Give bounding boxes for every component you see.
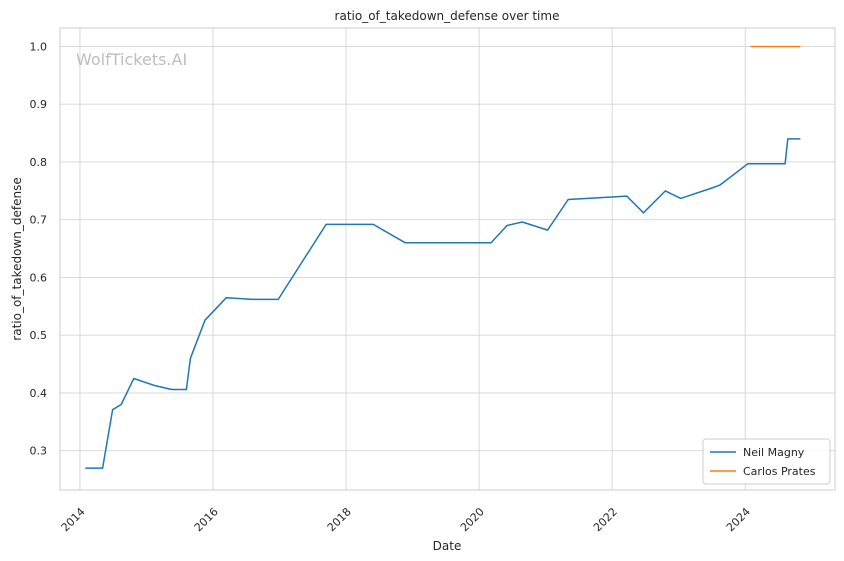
y-tick-label: 0.9 [30,98,48,111]
plot-area [59,27,836,491]
x-tick-labels: 2014 2016 2018 2020 2022 2024 [59,505,753,534]
y-tick-label: 0.3 [30,445,48,458]
grid-lines [60,28,835,490]
y-axis-label: ratio_of_takedown_defense [10,177,24,340]
x-tick-label: 2022 [591,505,620,534]
x-tick-label: 2024 [724,505,753,534]
legend: Neil Magny Carlos Prates [702,438,831,485]
legend-label-carlos-prates: Carlos Prates [743,465,816,478]
series-line-neil-magny [85,138,801,469]
x-tick-label: 2018 [325,505,354,534]
y-tick-label: 0.4 [30,387,48,400]
legend-label-neil-magny: Neil Magny [743,446,805,459]
y-tick-label: 0.6 [30,271,48,284]
y-tick-labels: 0.3 0.4 0.5 0.6 0.7 0.8 0.9 1.0 [30,40,48,457]
chart-title: ratio_of_takedown_defense over time [335,9,560,23]
y-tick-label: 0.7 [30,214,48,227]
y-tick-label: 0.5 [30,329,48,342]
x-tick-label: 2020 [458,505,487,534]
watermark-text: WolfTickets.AI [76,50,187,69]
x-tick-label: 2016 [192,505,221,534]
series-lines [85,45,801,469]
legend-box [702,438,831,485]
x-axis-label: Date [433,539,462,553]
x-tick-label: 2014 [59,505,88,534]
y-tick-label: 1.0 [30,40,48,53]
y-tick-label: 0.8 [30,156,48,169]
